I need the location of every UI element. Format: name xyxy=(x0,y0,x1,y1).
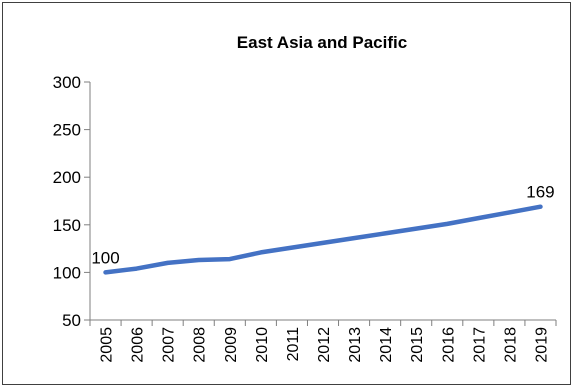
x-tick-label: 2008 xyxy=(192,327,209,363)
axes xyxy=(89,82,556,321)
x-tick-label: 2018 xyxy=(502,327,519,363)
x-tick-label: 2015 xyxy=(409,327,426,363)
series-lines xyxy=(103,204,543,275)
x-tick-label: 2014 xyxy=(378,327,395,363)
x-tick-label: 2005 xyxy=(99,327,116,363)
x-tick-label: 2016 xyxy=(440,327,457,363)
x-axis-ticks: 2005 2006 2007 2008 2009 2010 2011 2012 2013 2014… xyxy=(89,320,557,363)
y-tick-label: 100 xyxy=(53,263,81,282)
y-axis-ticks: 50 100 150 200 250 300 xyxy=(53,73,90,330)
data-labels: 100 169 xyxy=(91,183,554,268)
y-tick-label: 300 xyxy=(53,73,81,92)
chart-title: East Asia and Pacific xyxy=(237,33,407,52)
x-tick-label: 2007 xyxy=(161,327,178,363)
y-tick-label: 150 xyxy=(53,216,81,235)
x-tick-label: 2009 xyxy=(223,327,240,363)
x-tick-label: 2011 xyxy=(285,327,302,362)
x-tick-label: 2013 xyxy=(347,327,364,363)
y-tick-label: 200 xyxy=(53,168,81,187)
y-tick-label: 250 xyxy=(53,121,81,140)
x-tick-label: 2006 xyxy=(130,327,147,363)
x-tick-label: 2012 xyxy=(316,327,333,363)
data-label: 169 xyxy=(526,183,554,202)
x-tick-label: 2019 xyxy=(533,327,550,363)
x-tick-label: 2010 xyxy=(254,327,271,363)
y-tick-label: 50 xyxy=(62,311,81,330)
x-tick-label: 2017 xyxy=(471,327,488,363)
series-line xyxy=(103,204,543,275)
data-label: 100 xyxy=(91,248,119,267)
